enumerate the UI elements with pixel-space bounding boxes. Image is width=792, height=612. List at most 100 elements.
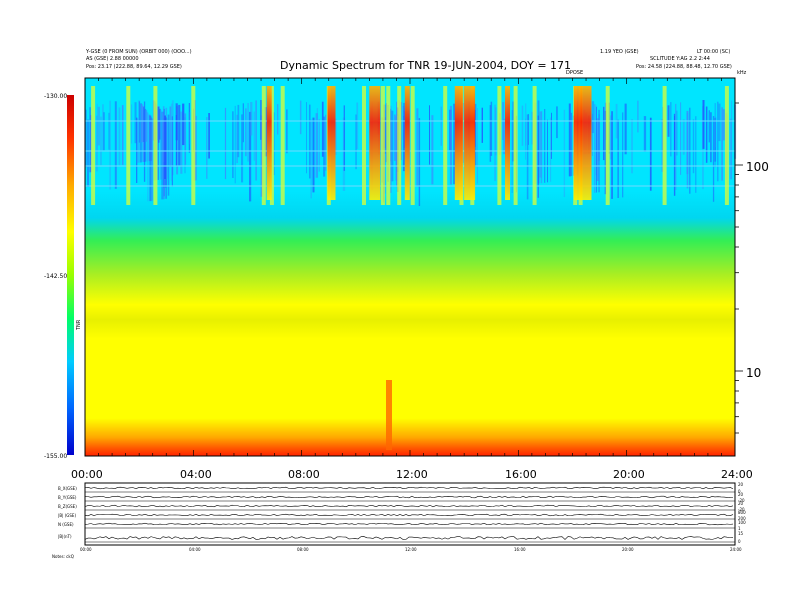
blue-noise-stroke <box>356 102 359 150</box>
bottom-row-label-5: N (GSE) <box>58 522 74 527</box>
blue-noise-stroke <box>449 105 452 185</box>
blue-noise-stroke <box>315 113 318 178</box>
blue-noise-stroke <box>568 103 571 177</box>
blue-noise-stroke <box>604 110 607 195</box>
blue-noise-stroke <box>312 117 315 193</box>
colorbar-label: TNR <box>76 319 82 331</box>
blue-noise-stroke <box>277 104 279 135</box>
blue-noise-stroke <box>208 113 210 159</box>
bottom-x-tick-3: 12:00 <box>405 547 417 552</box>
blue-noise-stroke <box>85 109 87 168</box>
blue-noise-stroke <box>717 101 719 182</box>
bottom-trace <box>84 513 734 517</box>
blue-noise-stroke <box>550 117 552 182</box>
bottom-right-tick-4a: 800 <box>738 510 746 515</box>
blue-noise-stroke <box>260 100 263 140</box>
bottom-row-label-6: |B|(nT) <box>58 534 72 539</box>
blue-noise-stroke <box>617 119 619 198</box>
blue-noise-stroke <box>146 111 148 162</box>
blue-noise-stroke <box>143 101 146 182</box>
bottom-row-label-2: B_Y(GSE) <box>58 495 77 500</box>
blue-noise-stroke <box>596 106 597 193</box>
bottom-row-label-1: B_X(GSE) <box>58 486 77 491</box>
blue-noise-stroke <box>188 112 191 145</box>
blue-noise-stroke <box>195 115 197 181</box>
blue-noise-stroke <box>673 113 676 196</box>
blue-noise-stroke <box>241 114 244 183</box>
blue-noise-stroke <box>149 115 152 202</box>
emission-band <box>443 80 448 205</box>
y-axis-unit: kHz <box>737 70 747 76</box>
bottom-trace <box>84 504 734 508</box>
bottom-trace <box>84 495 734 499</box>
blue-noise-stroke <box>403 102 405 172</box>
hot-burst <box>573 80 582 200</box>
blue-noise-stroke <box>531 111 534 145</box>
hot-burst <box>580 80 592 200</box>
blue-noise-stroke <box>521 105 524 146</box>
blue-noise-stroke <box>343 105 345 171</box>
colorbar-tick-mid: -142.50 <box>44 273 67 280</box>
blue-noise-stroke <box>170 103 173 181</box>
emission-band <box>513 80 518 205</box>
emission-band <box>261 80 266 205</box>
emission-band <box>269 80 274 205</box>
blue-noise-stroke <box>323 116 326 177</box>
bottom-right-tick-2b: -20 <box>738 498 745 503</box>
bottom-row-label-3: B_Z(GSE) <box>58 504 77 509</box>
bottom-right-tick-6a: 15 <box>738 531 744 536</box>
emission-band <box>191 80 196 205</box>
blue-noise-stroke <box>136 118 139 163</box>
blue-noise-stroke <box>169 106 172 167</box>
blue-noise-stroke <box>591 101 595 134</box>
blue-noise-stroke <box>318 119 320 172</box>
blue-noise-stroke <box>131 104 133 144</box>
blue-noise-stroke <box>544 109 546 183</box>
emission-band <box>91 80 96 205</box>
hot-emission-bursts <box>266 80 592 200</box>
blue-noise-stroke <box>609 115 612 160</box>
blue-noise-stroke <box>103 112 105 151</box>
emission-band <box>153 80 158 205</box>
blue-noise-stroke <box>157 107 159 180</box>
x-tick-label-6: 24:00 <box>721 468 753 481</box>
blue-noise-stroke <box>118 107 121 166</box>
blue-noise-stroke <box>714 117 717 162</box>
blue-noise-stroke <box>162 112 164 180</box>
bottom-x-tick-6: 24:00 <box>730 547 742 552</box>
blue-noise-stroke <box>109 100 111 190</box>
emission-band <box>280 80 285 205</box>
interference-line <box>85 165 735 167</box>
blue-noise-stroke <box>705 106 708 163</box>
blue-noise-stroke <box>670 102 672 157</box>
x-tick-label-2: 08:00 <box>288 468 320 481</box>
blue-noise-stroke <box>710 112 712 163</box>
blue-noise-stroke <box>178 104 181 166</box>
header-left-line-1: Y-GSE (0 FROM SUN) (ORBIT 000) (OOO...) <box>86 49 192 55</box>
header-left-line-2: AS (GSE) 2.88 00000 <box>86 56 139 62</box>
blue-noise-stroke <box>476 108 478 184</box>
bottom-right-tick-2a: 20 <box>738 492 744 497</box>
blue-noise-stroke <box>391 110 394 182</box>
blue-noise-stroke <box>722 109 725 141</box>
blue-noise-stroke <box>151 118 153 201</box>
bottom-row-label-4: |B| (GSE) <box>58 513 76 518</box>
emission-band <box>126 80 131 205</box>
hot-burst <box>454 80 463 200</box>
emission-band <box>662 80 667 205</box>
blue-noise-stroke <box>596 118 599 181</box>
blue-noise-stroke <box>714 103 716 168</box>
blue-noise-stroke <box>729 118 732 180</box>
blue-noise-stroke <box>680 102 682 175</box>
blue-noise-stroke <box>310 119 312 199</box>
blue-noise-stroke <box>100 116 102 166</box>
bottom-x-tick-0: 00:00 <box>80 547 92 552</box>
blue-noise-stroke <box>166 118 168 179</box>
blue-noise-stroke <box>242 103 244 143</box>
blue-noise-stroke <box>95 115 98 172</box>
blue-noise-stroke <box>316 108 318 178</box>
blue-noise-stroke <box>715 117 717 148</box>
blue-noise-stroke <box>416 108 419 187</box>
blue-noise-stroke <box>167 114 170 196</box>
